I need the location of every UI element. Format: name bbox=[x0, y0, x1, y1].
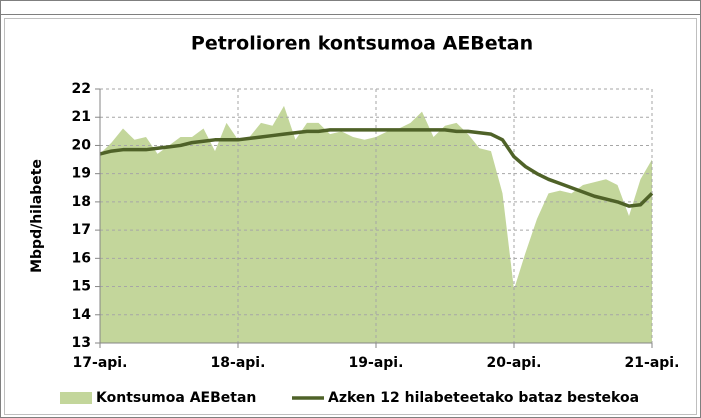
legend-label: Azken 12 hilabeteetako bataz bestekoa bbox=[328, 390, 639, 406]
y-tick-label: 14 bbox=[72, 307, 92, 323]
legend-label: Kontsumoa AEBetan bbox=[96, 390, 256, 406]
y-tick-label: 15 bbox=[72, 279, 91, 295]
y-tick-label: 19 bbox=[72, 166, 91, 182]
x-tick-label: 17-api. bbox=[73, 355, 128, 371]
y-tick-label: 20 bbox=[72, 137, 92, 153]
x-tick-label: 20-api. bbox=[487, 355, 542, 371]
chart-title: Petrolioren kontsumoa AEBetan bbox=[191, 33, 533, 55]
y-tick-label: 18 bbox=[72, 194, 91, 210]
x-tick-label: 19-api. bbox=[349, 355, 404, 371]
y-tick-label: 16 bbox=[72, 250, 91, 266]
y-axis-label: Mbpd/hilabete bbox=[29, 159, 45, 273]
y-tick-label: 22 bbox=[72, 81, 91, 97]
y-tick-label: 17 bbox=[72, 222, 91, 238]
x-tick-label: 18-api. bbox=[211, 355, 266, 371]
chart-frame bbox=[4, 18, 697, 415]
x-tick-label: 21-api. bbox=[625, 355, 680, 371]
line bbox=[99, 128, 654, 208]
y-tick-label: 21 bbox=[72, 109, 91, 125]
y-tick-label: 13 bbox=[72, 335, 91, 351]
legend-swatch bbox=[60, 392, 92, 404]
